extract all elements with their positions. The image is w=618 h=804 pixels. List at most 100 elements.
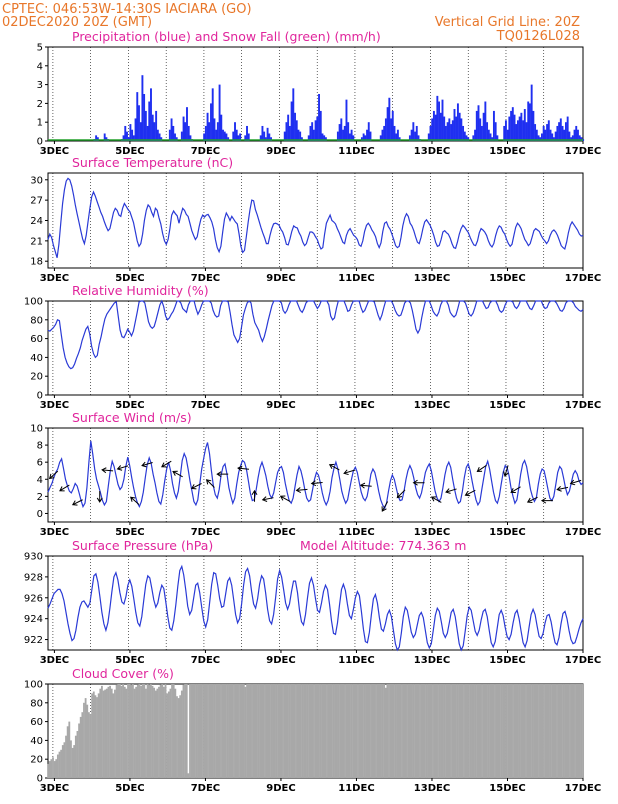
cloud-bar	[559, 684, 562, 778]
precipitation-bar	[472, 135, 475, 141]
temperature-ytick-label: 24	[30, 216, 43, 227]
cloud-bar	[203, 684, 206, 778]
precipitation-bar	[458, 112, 461, 141]
cloud-ytick-label: 60	[30, 717, 43, 728]
cloud-bar	[463, 684, 465, 778]
cloud-bar	[326, 684, 328, 778]
cloud-bar	[494, 684, 496, 778]
cloud-bar	[269, 684, 271, 778]
cloud-bar	[342, 684, 345, 778]
precipitation-bar	[577, 129, 579, 141]
cloud-bar	[525, 684, 527, 778]
precipitation-bar	[213, 118, 216, 141]
precipitation-bar	[227, 137, 230, 141]
precipitation-bar	[259, 135, 262, 141]
cloud-bar	[123, 686, 126, 778]
precipitation-bar	[489, 133, 492, 141]
cloud-bar	[148, 684, 151, 778]
precipitation-bar	[549, 129, 552, 141]
precipitation-bar	[244, 135, 247, 141]
cloud-bar	[370, 684, 372, 778]
precipitation-bar	[105, 137, 108, 141]
precipitation-bar	[204, 125, 207, 141]
wind-ytick-label: 10	[30, 424, 43, 435]
wind-arrow	[71, 499, 83, 506]
cloud-bar	[234, 684, 237, 778]
precipitation-bar	[535, 129, 538, 141]
cloud-bar	[381, 684, 384, 778]
cloud-bar	[437, 684, 439, 778]
cloud-bar	[401, 684, 403, 778]
precipitation-bar	[388, 97, 391, 141]
cloud-bar	[107, 686, 110, 778]
temperature-xtick-label: 5DEC	[115, 273, 144, 284]
pressure-xtick-label: 11DEC	[338, 655, 374, 666]
pressure-panel: Surface Pressure (hPa) Model Altitude: 77…	[24, 538, 601, 666]
cloud-bar	[193, 684, 196, 778]
precipitation-bar	[324, 137, 327, 141]
cloud-bar	[104, 689, 107, 778]
cloud-bar	[443, 684, 446, 778]
humidity-ytick-label: 20	[30, 372, 43, 383]
cloud-bar	[412, 684, 415, 778]
temperature-frame	[47, 172, 584, 269]
cloud-bar	[375, 684, 377, 778]
cloud-bar	[270, 684, 273, 778]
cloud-bar	[164, 684, 167, 778]
cloud-bar	[423, 684, 426, 778]
precipitation-bar	[263, 131, 266, 141]
precipitation-bar	[568, 131, 571, 141]
cloud-title: Cloud Cover (%)	[72, 666, 174, 681]
cloud-bar	[295, 684, 297, 778]
cloud-bar	[265, 684, 268, 778]
cloud-bar	[469, 684, 472, 778]
cloud-bar	[125, 688, 128, 778]
cloud-bar	[472, 684, 475, 778]
precipitation-bar	[215, 129, 218, 141]
precipitation-bar	[427, 133, 430, 141]
pressure-ytick-label: 922	[24, 635, 43, 646]
precipitation-bar	[138, 105, 140, 141]
precipitation-bar	[532, 110, 535, 141]
cloud-bar	[91, 693, 94, 778]
precipitation-bar	[288, 125, 291, 141]
precipitation-bar	[158, 133, 161, 141]
temperature-ytick-label: 27	[30, 196, 43, 207]
cloud-bar	[48, 761, 51, 778]
precipitation-bar	[542, 125, 545, 141]
wind-xtick-label: 17DEC	[565, 527, 601, 538]
temperature-title: Surface Temperature (nC)	[72, 155, 233, 170]
precipitation-bar	[414, 131, 417, 141]
cloud-bar	[61, 745, 64, 778]
precipitation-bar	[544, 129, 547, 141]
pressure-frame	[47, 555, 584, 651]
cloud-bar	[353, 684, 356, 778]
cloud-bar	[286, 684, 289, 778]
cloud-bar	[384, 687, 387, 778]
cloud-bar	[153, 687, 156, 778]
wind-arrow	[141, 461, 153, 468]
cloud-bar	[74, 735, 77, 778]
cloud-bar	[246, 684, 249, 778]
precipitation-bar	[379, 135, 382, 141]
precipitation-bar	[300, 137, 303, 141]
precipitation-bar	[408, 135, 411, 141]
cloud-bar	[73, 745, 76, 778]
cloud-bar	[487, 684, 490, 778]
wind-line	[47, 440, 584, 510]
temperature-ytick-label: 18	[30, 257, 43, 268]
cloud-bar	[122, 684, 125, 778]
precipitation-ytick-label: 4	[37, 61, 43, 72]
cloud-bar	[70, 740, 72, 778]
cloud-bar	[330, 684, 333, 778]
cloud-bar	[404, 684, 407, 778]
cloud-bar	[309, 684, 312, 778]
precipitation-bar	[345, 99, 348, 141]
cloud-bar	[182, 684, 185, 778]
precipitation-bar	[484, 101, 487, 141]
cloud-bar	[368, 684, 371, 778]
cloud-bar	[197, 684, 200, 778]
cloud-bar	[464, 684, 467, 778]
cloud-bar	[112, 693, 115, 778]
